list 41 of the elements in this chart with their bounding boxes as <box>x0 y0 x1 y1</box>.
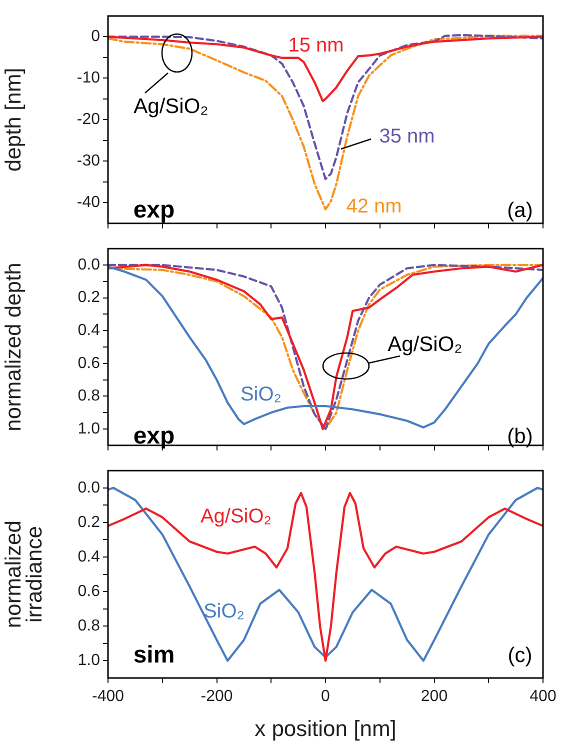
y-tick-label: 1.0 <box>78 652 100 670</box>
y-tick-label: 1.0 <box>78 420 100 438</box>
annotation: Ag/SiO₂ <box>134 94 208 118</box>
series-label: 35 nm <box>379 126 435 148</box>
y-tick-label: -20 <box>76 111 100 128</box>
y-tick-label: 0.4 <box>78 548 100 566</box>
y-tick-label: 0.8 <box>78 618 100 635</box>
series-label: SiO₂ <box>203 600 245 623</box>
series-label: 15 nm <box>288 34 344 57</box>
annotation: Ag/SiO₂ <box>388 332 462 356</box>
annotation: (b) <box>507 424 533 448</box>
y-axis-title: depth [nm] <box>0 68 26 172</box>
x-tick-label: 0 <box>321 688 330 706</box>
annotation: (c) <box>508 644 532 667</box>
y-tick-label: 0.2 <box>78 514 100 531</box>
y-tick-label: 0 <box>91 28 100 46</box>
annotation: exp <box>133 422 175 450</box>
series-label: Ag/SiO₂ <box>200 506 272 528</box>
y-tick-label: -40 <box>76 194 100 212</box>
y-tick-label: 0.6 <box>78 582 100 600</box>
x-tick-label: -400 <box>92 688 124 706</box>
y-tick-label: 0.0 <box>78 256 100 274</box>
annotation: sim <box>133 642 175 669</box>
line-series <box>108 34 543 180</box>
x-axis-title: x position [nm] <box>254 716 396 741</box>
y-tick-label: 0.6 <box>78 354 100 372</box>
x-tick-label: 400 <box>530 688 556 706</box>
series-label: SiO₂ <box>240 384 282 406</box>
x-tick-label: -200 <box>200 688 233 706</box>
y-axis-title: normalized depth <box>0 262 26 432</box>
annotation: exp <box>133 196 175 224</box>
series-label: 42 nm <box>346 196 402 218</box>
y-tick-label: 0.4 <box>78 322 100 340</box>
annotation: (a) <box>507 198 533 222</box>
y-tick-label: 0.0 <box>78 479 100 496</box>
y-tick-label: 0.8 <box>78 388 100 405</box>
y-axis-title: normalized irradiance <box>0 520 46 628</box>
y-tick-label: 0.2 <box>78 289 100 306</box>
y-tick-label: -10 <box>76 70 100 87</box>
x-tick-label: 200 <box>420 688 448 706</box>
y-tick-label: -30 <box>76 152 100 170</box>
